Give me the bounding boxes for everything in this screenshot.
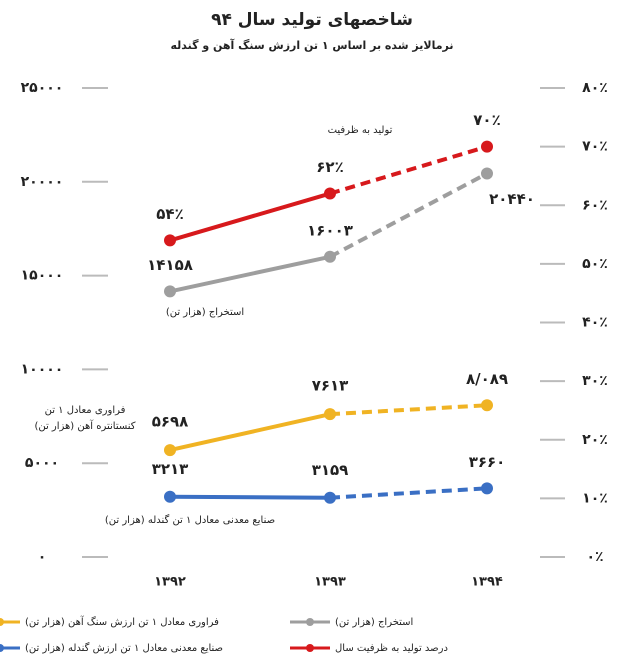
line-segment	[169, 494, 331, 500]
y2-tick-label: ۲۰٪	[582, 432, 608, 448]
annotation: صنایع معدنی معادل ۱ تن گندله (هزار تن)	[105, 514, 275, 526]
point	[481, 140, 493, 153]
point	[164, 444, 176, 457]
point	[324, 491, 336, 504]
y-tick-label: ۲۵۰۰۰	[21, 80, 64, 96]
data-label: ۲۰۴۴۰	[489, 190, 535, 208]
x-tick-label: ۱۳۹۴	[471, 575, 503, 590]
data-label: ۷۰٪	[473, 111, 500, 129]
annotation: تولید به ظرفیت	[328, 125, 393, 136]
line-segment	[169, 412, 331, 453]
data-label: ۱۶۰۰۳	[307, 221, 353, 239]
point	[324, 187, 336, 200]
legend-label: درصد تولید به ظرفیت سال	[335, 643, 448, 654]
line-segment	[329, 171, 488, 259]
y-tick-label: ۱۵۰۰۰	[21, 268, 64, 284]
legend-label: صنایع معدنی معادل ۱ تن ارزش گندله (هزار …	[25, 642, 223, 654]
data-label: ۵۴٪	[156, 205, 183, 223]
annotation: کنستانتره آهن (هزار تن)	[34, 419, 135, 432]
line-segment	[329, 403, 488, 417]
line-segment	[169, 254, 331, 294]
annotation: فراوری معادل ۱ تن	[45, 405, 126, 416]
legend-label: استخراج (هزار تن)	[335, 617, 413, 628]
line-segment	[329, 486, 488, 500]
y2-tick-label: ۶۰٪	[582, 197, 608, 213]
y2-tick-label: ۷۰٪	[582, 139, 608, 155]
point	[324, 250, 336, 263]
y2-tick-label: ۵۰٪	[582, 256, 608, 272]
data-label: ۳۶۶۰	[469, 453, 506, 471]
point	[164, 234, 176, 247]
y2-tick-label: ۸۰٪	[582, 80, 608, 96]
x-tick-label: ۱۳۹۳	[314, 575, 346, 590]
legend-marker	[306, 618, 314, 626]
line-segment	[169, 191, 331, 243]
legend-label: فراوری معادل ۱ تن ارزش سنگ آهن (هزار تن)	[25, 615, 219, 628]
data-label: ۸/۰۸۹	[466, 370, 508, 388]
point	[481, 399, 493, 412]
legend-marker	[0, 644, 4, 652]
point	[481, 167, 493, 180]
data-label: ۶۲٪	[316, 158, 343, 176]
data-label: ۵۶۹۸	[152, 413, 189, 431]
y2-tick-label: ۰٪	[586, 549, 603, 565]
y2-tick-label: ۳۰٪	[582, 373, 608, 389]
data-label: ۱۴۱۵۸	[147, 256, 193, 274]
legend-marker	[306, 644, 314, 652]
line-segment	[329, 144, 488, 196]
y2-tick-label: ۴۰٪	[582, 315, 608, 331]
y2-tick-label: ۱۰٪	[582, 490, 608, 506]
y-tick-label: ۲۰۰۰۰	[21, 174, 64, 190]
x-tick-label: ۱۳۹۲	[154, 575, 186, 590]
point	[481, 482, 493, 495]
annotation: استخراج (هزار تن)	[166, 307, 244, 318]
y-tick-label: ۱۰۰۰۰	[21, 361, 64, 377]
data-label: ۳۲۱۳	[152, 460, 189, 478]
point	[164, 490, 176, 503]
y-tick-label: ۵۰۰۰	[25, 455, 59, 471]
data-label: ۷۶۱۳	[312, 377, 349, 395]
chart-title: شاخصهای تولید سال ۹۴	[211, 10, 413, 30]
legend-marker	[0, 618, 4, 626]
data-label: ۳۱۵۹	[312, 461, 349, 479]
point	[164, 285, 176, 298]
chart-subtitle: نرمالایز شده بر اساس ۱ تن ارزش سنگ آهن و…	[170, 38, 453, 52]
y-tick-label: ۰	[38, 549, 47, 565]
point	[324, 408, 336, 421]
